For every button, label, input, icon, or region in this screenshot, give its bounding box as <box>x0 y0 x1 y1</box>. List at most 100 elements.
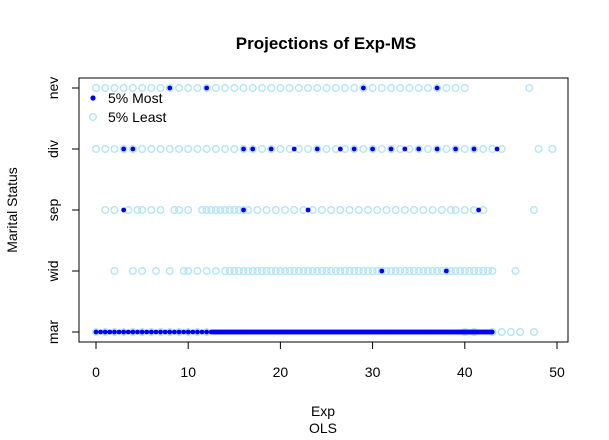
data-point <box>387 267 396 276</box>
x-tick-label: 10 <box>180 364 196 380</box>
data-point <box>230 267 239 276</box>
data-point <box>176 329 182 335</box>
data-point <box>198 205 207 214</box>
data-point <box>211 205 220 214</box>
data-point <box>285 83 294 92</box>
data-point <box>377 144 386 153</box>
data-point <box>331 83 340 92</box>
data-point <box>101 144 110 153</box>
data-point <box>419 267 428 276</box>
x-tick-label: 30 <box>365 364 381 380</box>
data-point <box>216 205 225 214</box>
data-point <box>184 267 193 276</box>
data-point <box>248 267 257 276</box>
x-tick-label: 50 <box>549 364 565 380</box>
data-point <box>379 268 385 274</box>
legend-label: 5% Most <box>108 90 163 106</box>
data-point <box>267 267 276 276</box>
data-point <box>267 144 276 153</box>
data-point <box>525 83 534 92</box>
data-point <box>281 267 290 276</box>
data-point <box>460 267 469 276</box>
data-point <box>202 83 211 92</box>
x-tick-label: 20 <box>273 364 289 380</box>
data-point <box>165 83 174 92</box>
data-point <box>193 83 202 92</box>
data-point <box>281 205 290 214</box>
y-tick-label: mar <box>45 320 61 344</box>
data-point <box>202 144 211 153</box>
data-point <box>470 267 479 276</box>
x-tick-label: 40 <box>457 364 473 380</box>
data-point <box>402 146 408 152</box>
data-point <box>119 83 128 92</box>
data-point <box>167 85 173 91</box>
data-point <box>107 329 113 335</box>
data-point <box>241 207 246 213</box>
data-point <box>156 205 165 214</box>
data-point <box>276 144 285 153</box>
data-point <box>174 205 183 214</box>
data-point <box>442 267 451 276</box>
legend-marker <box>90 95 96 101</box>
data-point <box>184 144 193 153</box>
data-point <box>133 205 142 214</box>
data-point <box>433 267 442 276</box>
data-point <box>368 144 377 153</box>
data-point <box>354 205 363 214</box>
data-point <box>174 83 183 92</box>
data-point <box>359 83 368 92</box>
data-point <box>162 329 168 335</box>
data-point <box>190 329 196 335</box>
data-point <box>396 267 405 276</box>
data-point <box>101 205 110 214</box>
data-point <box>423 144 432 153</box>
data-point <box>171 329 177 335</box>
legend-label: 5% Least <box>108 109 166 125</box>
data-point <box>262 205 271 214</box>
data-point <box>410 205 419 214</box>
data-point <box>128 267 137 276</box>
data-point <box>428 205 437 214</box>
data-point <box>276 267 285 276</box>
chart-title: Projections of Exp-MS <box>236 34 416 53</box>
data-point <box>202 205 211 214</box>
data-point <box>460 83 469 92</box>
data-point <box>193 144 202 153</box>
data-point <box>211 267 220 276</box>
data-point <box>239 205 248 214</box>
data-point <box>313 83 322 92</box>
data-point <box>276 83 285 92</box>
data-point <box>414 144 423 153</box>
data-point <box>354 267 363 276</box>
data-point <box>414 267 423 276</box>
data-point <box>313 144 322 153</box>
data-point <box>410 267 419 276</box>
data-point <box>337 146 343 152</box>
data-point <box>451 83 460 92</box>
legend: 5% Most 5% Least <box>88 90 166 125</box>
data-point <box>396 83 405 92</box>
data-point <box>446 205 455 214</box>
data-point <box>130 146 136 152</box>
data-point <box>110 83 119 92</box>
data-point <box>230 205 239 214</box>
data-point <box>165 267 174 276</box>
data-point <box>248 144 257 153</box>
data-point <box>185 329 191 335</box>
data-point <box>125 329 131 335</box>
data-point <box>516 328 525 337</box>
data-point <box>534 144 543 153</box>
data-point <box>147 83 156 92</box>
data-point <box>363 267 372 276</box>
data-point <box>225 205 234 214</box>
x-axis: 0 10 20 30 40 50 <box>92 341 565 380</box>
data-point <box>387 144 396 153</box>
data-point <box>202 267 211 276</box>
data-point <box>91 144 100 153</box>
data-point <box>271 205 280 214</box>
data-point <box>305 207 311 213</box>
plot-markers <box>91 83 557 337</box>
data-point <box>93 329 99 335</box>
